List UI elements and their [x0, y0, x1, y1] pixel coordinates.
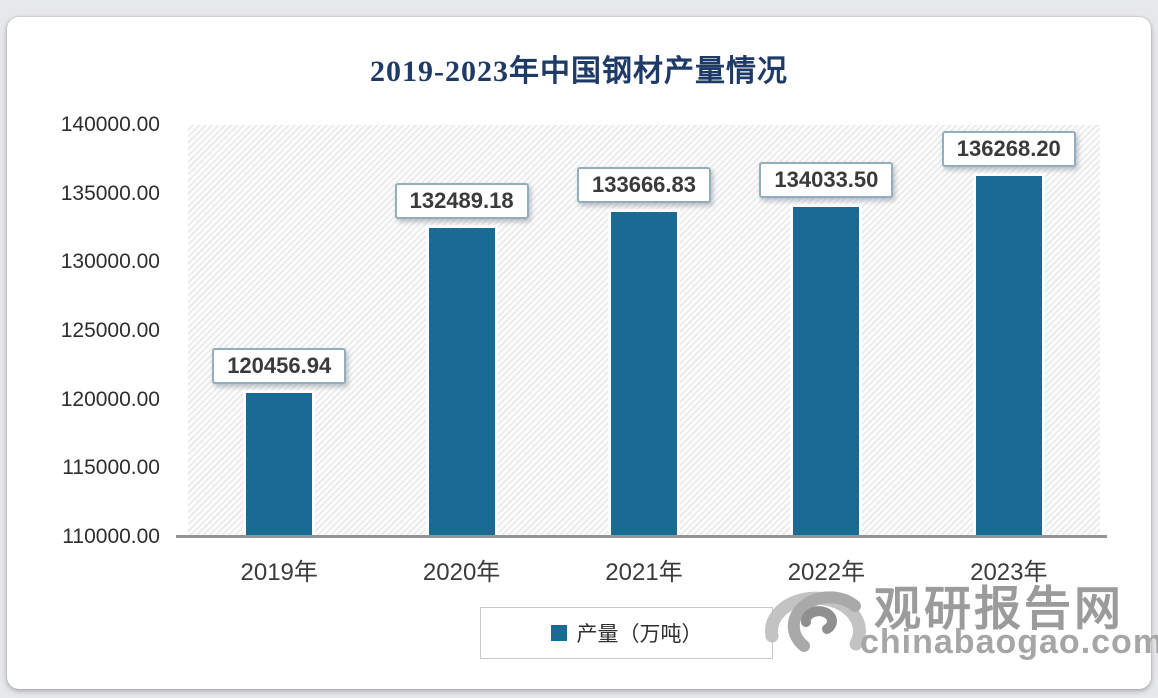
- plot-area: 120456.94 132489.18 133666.83 134033.50 1362…: [188, 125, 1100, 537]
- x-tick-label: 2021年: [605, 559, 683, 586]
- bar-2021: [611, 211, 677, 537]
- y-tick-label: 140000.00: [60, 113, 160, 136]
- bar-value-label: 120456.94: [212, 348, 347, 385]
- x-tick-label: 2019年: [240, 559, 318, 586]
- y-tick-label: 125000.00: [60, 319, 160, 342]
- chart-title: 2019-2023年中国钢材产量情况: [370, 55, 788, 88]
- y-tick-label: 120000.00: [60, 387, 160, 411]
- bar-value-label: 132489.18: [394, 183, 529, 220]
- bar-2020: [428, 228, 495, 537]
- y-tick-label: 135000.00: [60, 181, 160, 205]
- y-tick-label: 115000.00: [62, 456, 160, 480]
- bar-2022: [793, 206, 860, 537]
- legend: 产量（万吨）: [480, 607, 773, 659]
- x-tick-label: 2020年: [422, 559, 501, 586]
- y-tick-label: 130000.00: [60, 250, 160, 274]
- legend-series-label: 产量（万吨）: [576, 623, 703, 646]
- x-axis-labels: 2019年 2020年 2021年 2022年 2023年: [188, 552, 1100, 588]
- bar-value-label: 134033.50: [759, 161, 894, 198]
- y-tick-label: 110000.00: [62, 525, 160, 548]
- x-axis-line: [176, 535, 1107, 538]
- bar-2023: [975, 176, 1042, 537]
- y-axis-labels: 140000.00 135000.00 130000.00 125000.00 1200…: [18, 113, 160, 548]
- x-tick-label: 2023年: [970, 559, 1048, 586]
- legend-swatch-icon: [550, 625, 567, 641]
- bar-value-label: 136268.20: [941, 131, 1076, 168]
- bar-value-label: 133666.83: [577, 166, 711, 203]
- x-tick-label: 2022年: [787, 559, 866, 586]
- bar-2019: [246, 393, 313, 537]
